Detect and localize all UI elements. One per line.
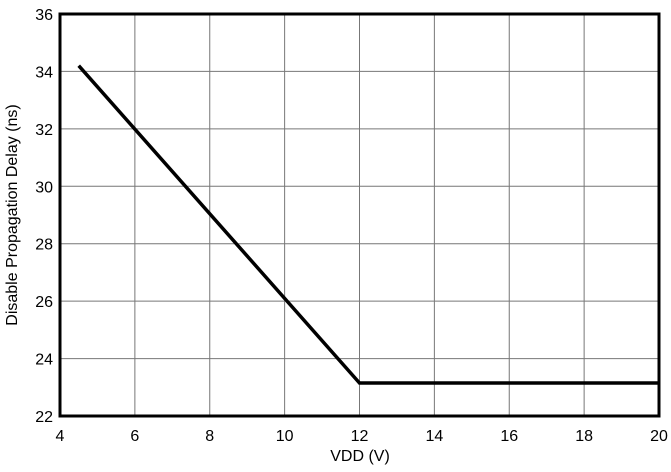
series (77, 64, 659, 385)
y-axis-label: Disable Propagation Delay (ns) (4, 104, 21, 325)
y-tick-labels: 22 24 26 28 30 32 34 36 (35, 7, 53, 426)
y-tick-label: 30 (35, 179, 53, 196)
y-tick-label: 28 (35, 237, 53, 254)
y-tick-label: 22 (35, 409, 53, 426)
x-tick-label: 8 (205, 428, 214, 445)
x-tick-label: 12 (351, 428, 369, 445)
x-tick-label: 18 (575, 428, 593, 445)
y-tick-label: 32 (35, 122, 53, 139)
grid (59, 13, 660, 417)
y-tick-label: 26 (35, 294, 53, 311)
x-axis-label: VDD (V) (330, 448, 390, 465)
y-tick-label: 36 (35, 7, 53, 24)
x-tick-label: 10 (276, 428, 294, 445)
x-tick-label: 6 (130, 428, 139, 445)
y-tick-label: 24 (35, 352, 53, 369)
plot-frame (58, 12, 661, 418)
x-tick-label: 20 (650, 428, 668, 445)
x-tick-label: 4 (56, 428, 65, 445)
x-tick-label: 14 (425, 428, 443, 445)
x-tick-labels: 4 6 8 10 12 14 16 18 20 (56, 428, 668, 445)
series-line (77, 64, 659, 385)
y-tick-label: 34 (35, 64, 53, 81)
x-tick-label: 16 (500, 428, 518, 445)
